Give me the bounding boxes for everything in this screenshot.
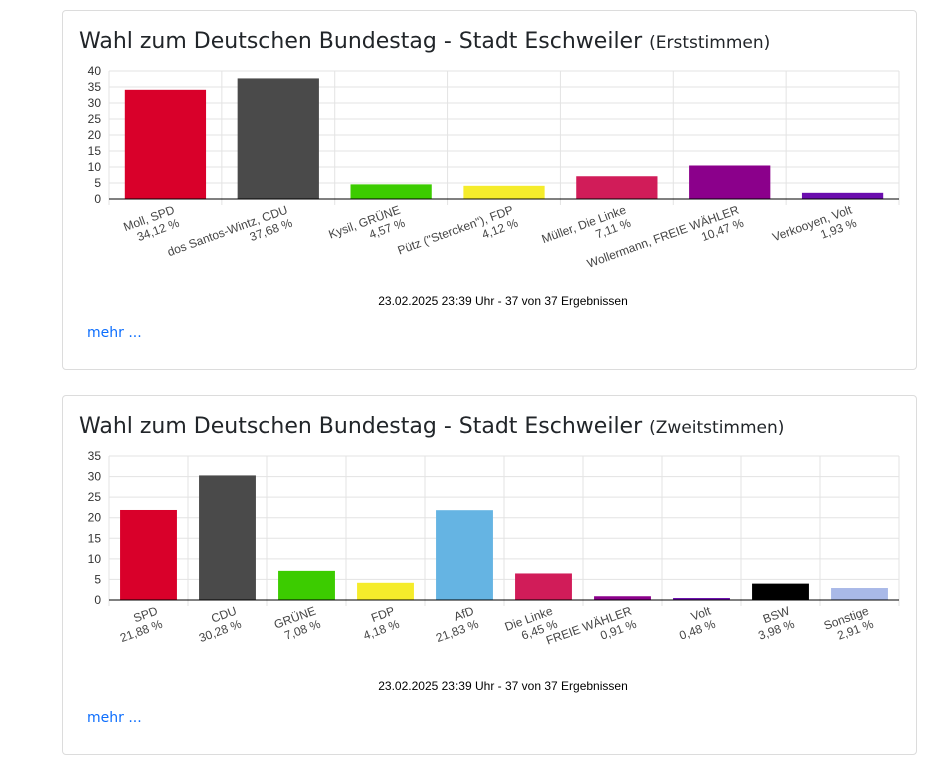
y-tick-label: 10 [88, 160, 102, 174]
card-title: Wahl zum Deutschen Bundestag - Stadt Esc… [79, 414, 784, 439]
y-tick-label: 15 [88, 144, 102, 158]
bar[interactable] [594, 596, 651, 600]
x-tick-label: BSW3,98 % [752, 603, 797, 642]
x-tick-label: FREIE WÄHLER0,91 % [544, 604, 638, 661]
bar-chart-erststimmen: 0 5 10 15 20 25 30 35 40 Moll, SPD34,12 %dos Sant… [88, 64, 900, 308]
y-tick-label: 25 [88, 112, 102, 126]
x-tick-label: Moll, SPD34,12 % [122, 203, 182, 248]
y-tick-label: 0 [94, 192, 101, 206]
bar[interactable] [515, 573, 572, 600]
y-tick-label: 20 [88, 128, 102, 142]
x-tick-label: Verkooyen, Volt1,93 % [770, 202, 859, 257]
card-title-main: Wahl zum Deutschen Bundestag - Stadt Esc… [79, 29, 643, 54]
bar[interactable] [120, 509, 177, 600]
y-tick-label: 30 [88, 470, 102, 484]
card-title-suffix: (Zweitstimmen) [649, 418, 785, 438]
bar[interactable] [801, 192, 884, 199]
x-tick-label: AfD21,83 % [429, 604, 480, 645]
x-tick-label: Volt0,48 % [673, 603, 718, 642]
card-title-suffix: (Erststimmen) [649, 33, 771, 53]
x-tick-label: FDP4,18 % [357, 604, 402, 643]
more-link[interactable]: mehr ... [87, 325, 142, 341]
y-tick-label: 20 [88, 511, 102, 525]
y-tick-label: 15 [88, 531, 102, 545]
bar[interactable] [831, 588, 888, 600]
y-tick-label: 35 [88, 80, 102, 94]
election-card-zweitstimmen: Wahl zum Deutschen Bundestag - Stadt Esc… [62, 395, 917, 755]
y-tick-label: 5 [94, 572, 101, 586]
bar[interactable] [199, 475, 256, 600]
bar[interactable] [357, 582, 414, 600]
result-timestamp: 23.02.2025 23:39 Uhr - 37 von 37 Ergebni… [378, 294, 628, 308]
bar[interactable] [124, 89, 207, 199]
y-tick-label: 30 [88, 96, 102, 110]
bar[interactable] [278, 570, 335, 600]
card-title-main: Wahl zum Deutschen Bundestag - Stadt Esc… [79, 414, 643, 439]
category-label: Volt [689, 603, 713, 623]
chart-grid: 0 5 10 15 20 25 30 35 40 [88, 64, 900, 206]
y-tick-label: 40 [88, 64, 102, 78]
bar[interactable] [576, 176, 658, 199]
y-tick-label: 5 [94, 176, 101, 190]
y-tick-label: 35 [88, 449, 102, 463]
x-tick-label: dos Santos-Wintz, CDU37,68 % [165, 203, 294, 273]
x-tick-label: CDU30,28 % [192, 604, 243, 645]
x-tick-label: GRÜNE7,08 % [272, 604, 323, 645]
more-link[interactable]: mehr ... [87, 710, 142, 726]
bar[interactable] [689, 165, 771, 199]
x-tick-label: Sonstige2,91 % [822, 604, 876, 646]
card-title: Wahl zum Deutschen Bundestag - Stadt Esc… [79, 29, 770, 54]
bar[interactable] [350, 184, 432, 199]
x-tick-label: SPD21,88 % [113, 604, 164, 645]
bar[interactable] [463, 185, 545, 199]
bar[interactable] [436, 510, 493, 600]
bar[interactable] [673, 598, 730, 600]
bar[interactable] [237, 78, 319, 199]
y-tick-label: 0 [94, 593, 101, 607]
x-tick-label: Kysil, GRÜNE4,57 % [327, 203, 408, 255]
category-label: AfD [452, 604, 476, 624]
bar-chart-zweitstimmen: 0 5 10 15 20 25 30 35 SPD21,88 % CDU30,28 % GRÜNE7… [88, 449, 900, 693]
bar[interactable] [752, 583, 809, 600]
x-tick-label: Pütz ("Stercken"), FDP4,12 % [396, 203, 520, 271]
y-tick-label: 25 [88, 490, 102, 504]
result-timestamp: 23.02.2025 23:39 Uhr - 37 von 37 Ergebni… [378, 679, 628, 693]
election-card-erststimmen: Wahl zum Deutschen Bundestag - Stadt Esc… [62, 10, 917, 370]
y-tick-label: 10 [88, 552, 102, 566]
